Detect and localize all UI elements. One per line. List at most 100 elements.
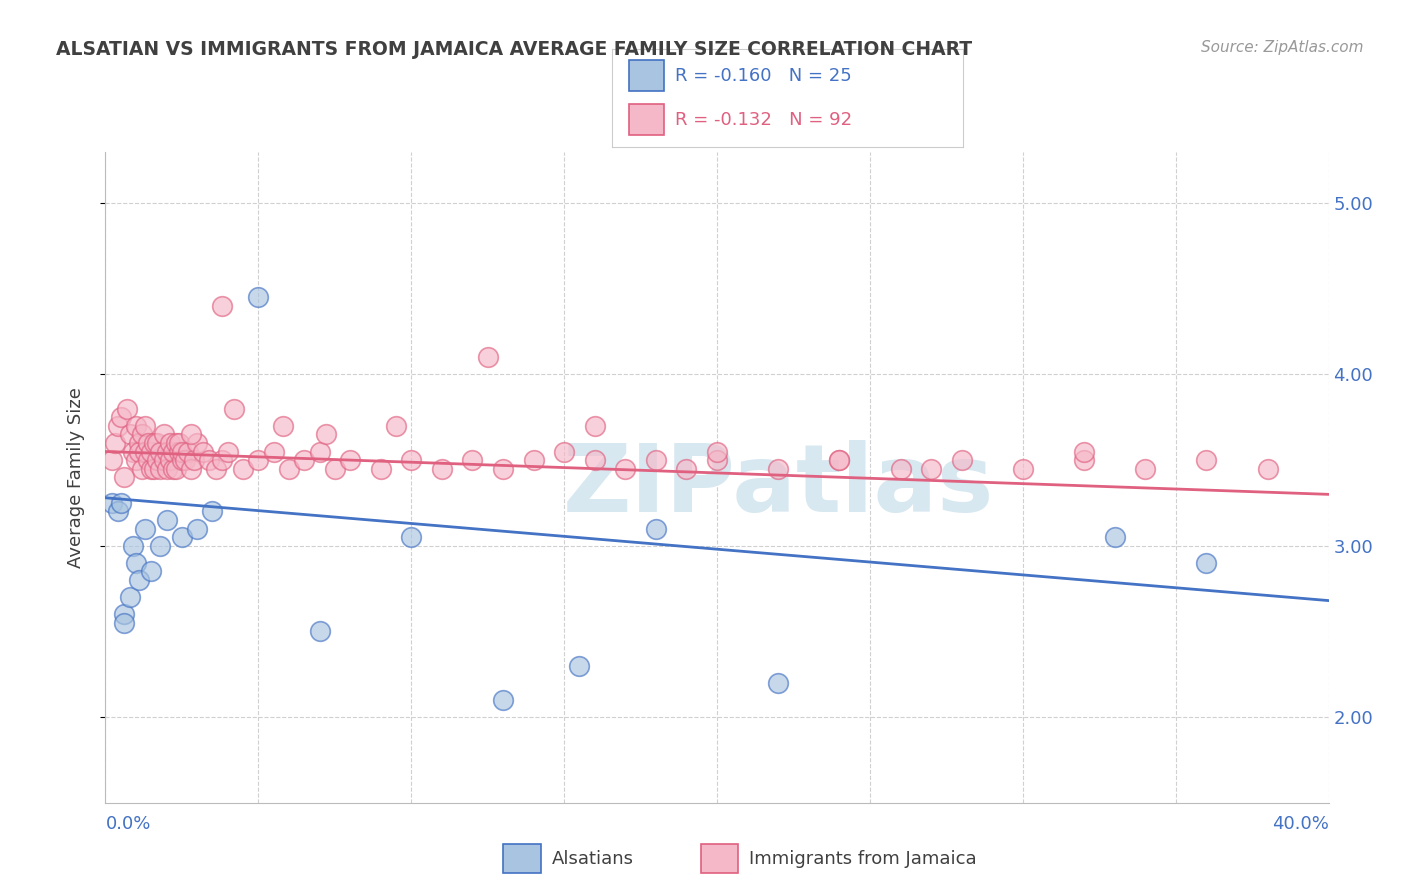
Point bbox=[134, 522, 156, 536]
Point bbox=[477, 351, 499, 365]
Point bbox=[115, 401, 138, 416]
Point bbox=[186, 436, 208, 450]
Point bbox=[100, 496, 122, 510]
Point bbox=[1073, 444, 1095, 458]
Point bbox=[149, 444, 172, 458]
Bar bbox=[702, 844, 738, 873]
Point bbox=[149, 539, 172, 553]
Point bbox=[890, 461, 912, 475]
Point bbox=[162, 461, 184, 475]
Point bbox=[706, 444, 728, 458]
Point bbox=[1104, 530, 1126, 544]
Point bbox=[1133, 461, 1156, 475]
Point bbox=[170, 444, 193, 458]
Point bbox=[278, 461, 301, 475]
Point bbox=[112, 470, 135, 484]
Point bbox=[156, 444, 179, 458]
Point bbox=[128, 444, 150, 458]
Text: 40.0%: 40.0% bbox=[1272, 814, 1329, 833]
Point bbox=[167, 436, 190, 450]
Point bbox=[141, 565, 163, 579]
Point bbox=[128, 436, 150, 450]
Point bbox=[644, 453, 668, 467]
Point bbox=[950, 453, 973, 467]
Point bbox=[112, 607, 135, 622]
Point bbox=[152, 427, 174, 442]
Point bbox=[247, 290, 270, 304]
Point bbox=[174, 453, 197, 467]
Point bbox=[170, 530, 193, 544]
Point bbox=[1257, 461, 1279, 475]
Point bbox=[401, 530, 423, 544]
Point bbox=[828, 453, 851, 467]
Point bbox=[308, 624, 330, 639]
Point bbox=[118, 590, 141, 604]
Point bbox=[125, 453, 148, 467]
Point bbox=[131, 427, 153, 442]
Point bbox=[644, 522, 668, 536]
Bar bbox=[503, 844, 541, 873]
Text: R = -0.160   N = 25: R = -0.160 N = 25 bbox=[675, 67, 852, 85]
Point bbox=[1195, 453, 1218, 467]
Point bbox=[110, 410, 132, 425]
Point bbox=[315, 427, 337, 442]
Point bbox=[217, 444, 239, 458]
Point bbox=[1195, 556, 1218, 570]
Point bbox=[156, 461, 179, 475]
Point bbox=[222, 401, 245, 416]
Point bbox=[492, 693, 515, 707]
Point bbox=[100, 453, 122, 467]
Point bbox=[125, 556, 148, 570]
Point bbox=[159, 436, 181, 450]
Point bbox=[339, 453, 361, 467]
Point bbox=[134, 418, 156, 433]
Point bbox=[180, 427, 202, 442]
Y-axis label: Average Family Size: Average Family Size bbox=[66, 387, 84, 567]
Point bbox=[146, 453, 169, 467]
Point bbox=[614, 461, 637, 475]
Point bbox=[107, 418, 129, 433]
Point bbox=[156, 513, 179, 527]
Point bbox=[263, 444, 285, 458]
Text: R = -0.132   N = 92: R = -0.132 N = 92 bbox=[675, 111, 852, 128]
Text: 0.0%: 0.0% bbox=[105, 814, 150, 833]
Point bbox=[271, 418, 294, 433]
Text: Alsatians: Alsatians bbox=[551, 849, 634, 868]
Point bbox=[385, 418, 408, 433]
Point bbox=[141, 444, 163, 458]
Point bbox=[152, 453, 174, 467]
Point bbox=[1073, 453, 1095, 467]
Point bbox=[186, 522, 208, 536]
Point bbox=[247, 453, 270, 467]
Point bbox=[143, 436, 166, 450]
Point bbox=[107, 504, 129, 518]
Point bbox=[177, 444, 200, 458]
Point bbox=[162, 444, 184, 458]
Text: Immigrants from Jamaica: Immigrants from Jamaica bbox=[749, 849, 977, 868]
Point bbox=[292, 453, 315, 467]
Point bbox=[1012, 461, 1035, 475]
Point bbox=[146, 436, 169, 450]
Point bbox=[430, 461, 453, 475]
Point bbox=[401, 453, 423, 467]
Point bbox=[675, 461, 697, 475]
Point bbox=[201, 504, 224, 518]
Text: ALSATIAN VS IMMIGRANTS FROM JAMAICA AVERAGE FAMILY SIZE CORRELATION CHART: ALSATIAN VS IMMIGRANTS FROM JAMAICA AVER… bbox=[56, 40, 973, 59]
Point bbox=[583, 453, 606, 467]
Point bbox=[118, 427, 141, 442]
Point bbox=[122, 539, 145, 553]
Point bbox=[170, 453, 193, 467]
Point bbox=[104, 436, 127, 450]
Point bbox=[193, 444, 215, 458]
Point bbox=[165, 461, 187, 475]
Point bbox=[112, 615, 135, 630]
Point bbox=[308, 444, 330, 458]
Point bbox=[920, 461, 942, 475]
Point bbox=[143, 461, 166, 475]
Point bbox=[768, 676, 790, 690]
Point bbox=[180, 461, 202, 475]
Point bbox=[323, 461, 346, 475]
Point bbox=[232, 461, 254, 475]
Point bbox=[198, 453, 221, 467]
Point bbox=[568, 658, 591, 673]
